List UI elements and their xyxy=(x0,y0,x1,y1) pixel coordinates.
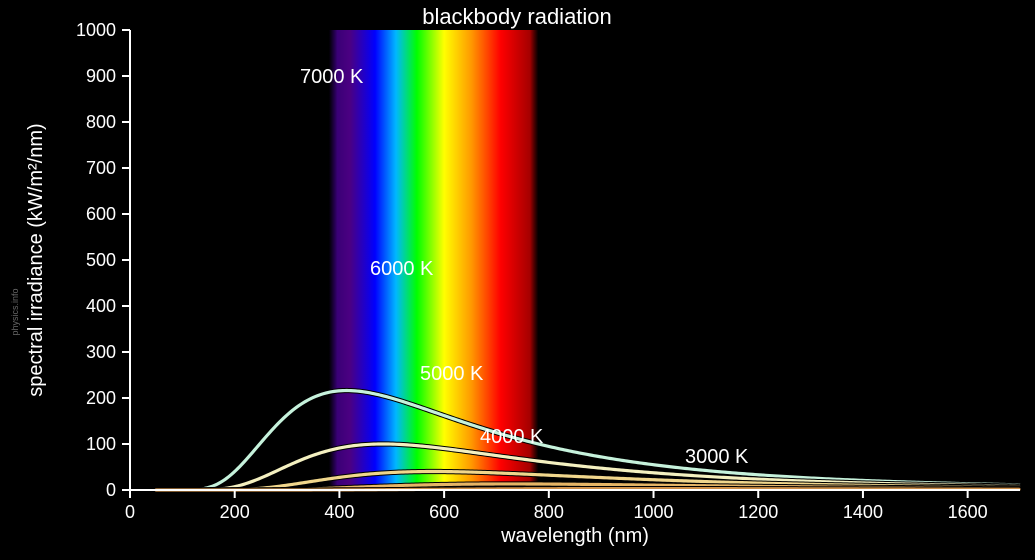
xtick-1000: 1000 xyxy=(634,502,674,522)
ytick-600: 600 xyxy=(86,204,116,224)
ytick-0: 0 xyxy=(106,480,116,500)
ytick-1000: 1000 xyxy=(76,20,116,40)
visible-spectrum-band xyxy=(329,30,538,490)
curve-label-6000K: 6000 K xyxy=(370,258,434,280)
xtick-800: 800 xyxy=(534,502,564,522)
curve-label-4000K: 4000 K xyxy=(480,426,544,448)
blackbody-chart: 7000 K 6000 K 5000 K 4000 K 3000 K 0 100 200 300… xyxy=(0,0,1035,560)
curve-label-7000K: 7000 K xyxy=(300,66,364,88)
ytick-300: 300 xyxy=(86,342,116,362)
ytick-400: 400 xyxy=(86,296,116,316)
xtick-200: 200 xyxy=(220,502,250,522)
xtick-1200: 1200 xyxy=(738,502,778,522)
ytick-200: 200 xyxy=(86,388,116,408)
chart-title: blackbody radiation xyxy=(422,4,612,29)
ytick-700: 700 xyxy=(86,158,116,178)
xtick-1400: 1400 xyxy=(843,502,883,522)
xtick-0: 0 xyxy=(125,502,135,522)
xtick-600: 600 xyxy=(429,502,459,522)
ytick-100: 100 xyxy=(86,434,116,454)
curve-label-3000K: 3000 K xyxy=(685,446,749,468)
curves-group xyxy=(156,391,1019,490)
x-axis-label: wavelength (nm) xyxy=(500,525,649,547)
xtick-1600: 1600 xyxy=(948,502,988,522)
ytick-800: 800 xyxy=(86,112,116,132)
curve-label-5000K: 5000 K xyxy=(420,363,484,385)
ytick-900: 900 xyxy=(86,66,116,86)
y-axis-label: spectral irradiance (kW/m²/nm) xyxy=(25,123,47,396)
watermark: physics.info xyxy=(10,288,20,335)
ytick-500: 500 xyxy=(86,250,116,270)
chart-stage: 7000 K 6000 K 5000 K 4000 K 3000 K 0 100 200 300… xyxy=(0,0,1035,560)
xtick-400: 400 xyxy=(324,502,354,522)
